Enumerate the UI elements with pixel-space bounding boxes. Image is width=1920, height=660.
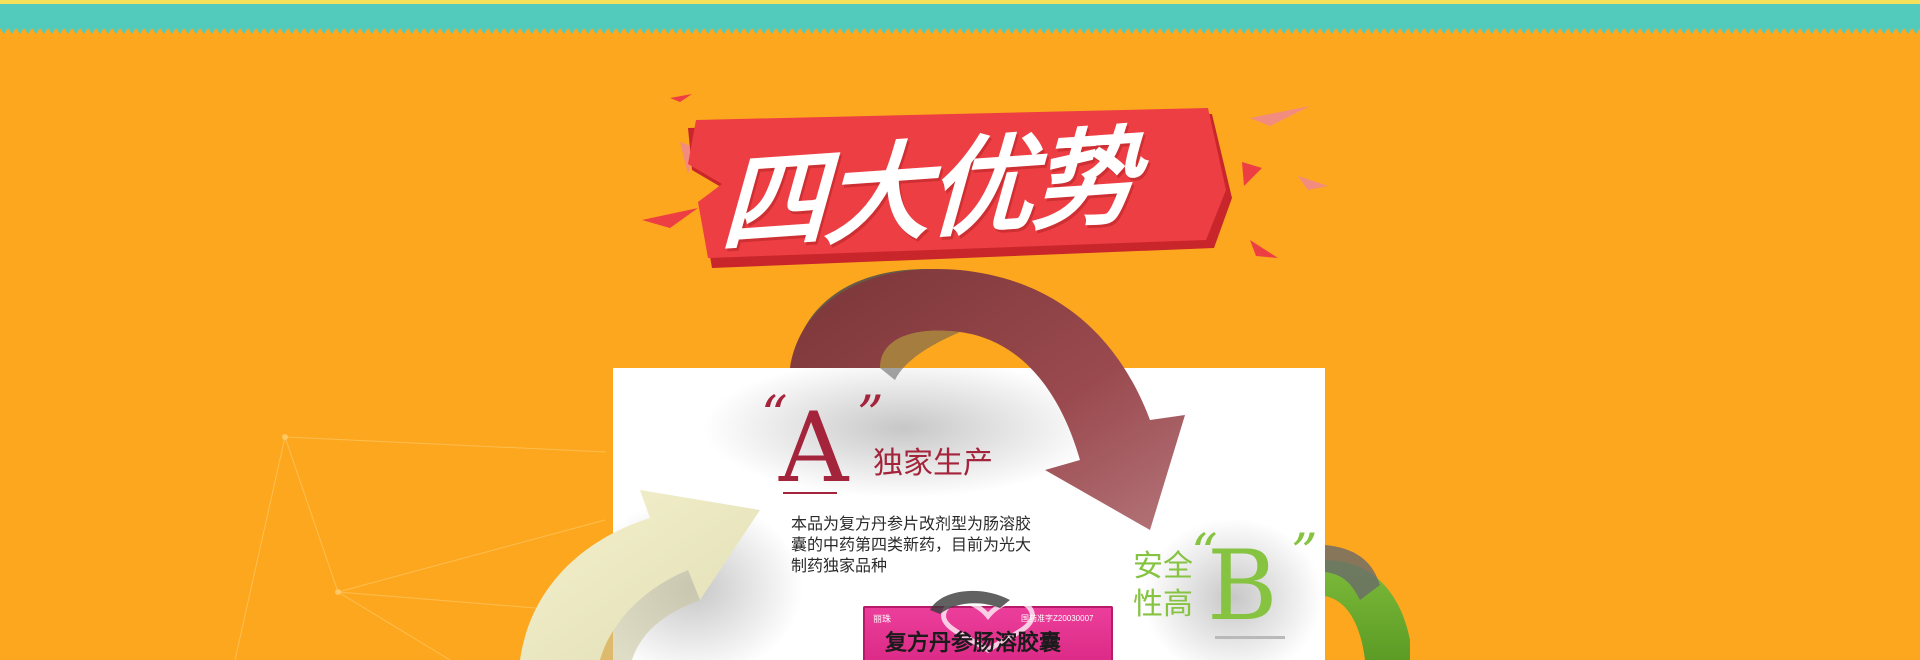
advantage-a-description: 本品为复方丹参片改剂型为肠溶胶囊的中药第四类新药，目前为光大制药独家品种 — [791, 516, 1032, 575]
product-box-image: 丽珠 国药准字Z20030007 复方丹参肠溶胶囊 — [863, 606, 1113, 660]
advantage-b-letter: B — [1207, 530, 1278, 642]
advantage-a-underline — [783, 492, 837, 494]
advantage-a-title: 独家生产 — [873, 446, 993, 481]
advantage-card: “ A ” 独家生产 本品为复方丹参片改剂型为肠溶胶囊的中药第四类新药，目前为光… — [613, 368, 1325, 660]
advantage-a: “ A ” 独家生产 — [761, 390, 1083, 504]
product-brand: 丽珠 — [873, 614, 892, 624]
title-banner: 四大优势 — [630, 90, 1340, 270]
advantage-b-quote-left: “ — [1191, 524, 1218, 584]
product-name: 复方丹参肠溶胶囊 — [885, 630, 1062, 656]
product-approval-number: 国药准字Z20030007 — [1021, 614, 1094, 623]
advantage-b-underline — [1215, 636, 1285, 639]
advantage-b-title: 安全性高 — [1133, 549, 1193, 622]
advantage-a-quote-left: “ — [761, 386, 788, 446]
advantage-a-quote-right: ” — [857, 386, 884, 446]
banner-background — [642, 94, 1328, 268]
heart-icon — [941, 606, 1035, 653]
advantage-b: 安全性高 “ B ” — [1133, 528, 1325, 646]
advantage-b-quote-right: ” — [1291, 524, 1318, 584]
top-zigzag-band — [0, 0, 1920, 34]
advantage-a-letter: A — [779, 392, 849, 504]
